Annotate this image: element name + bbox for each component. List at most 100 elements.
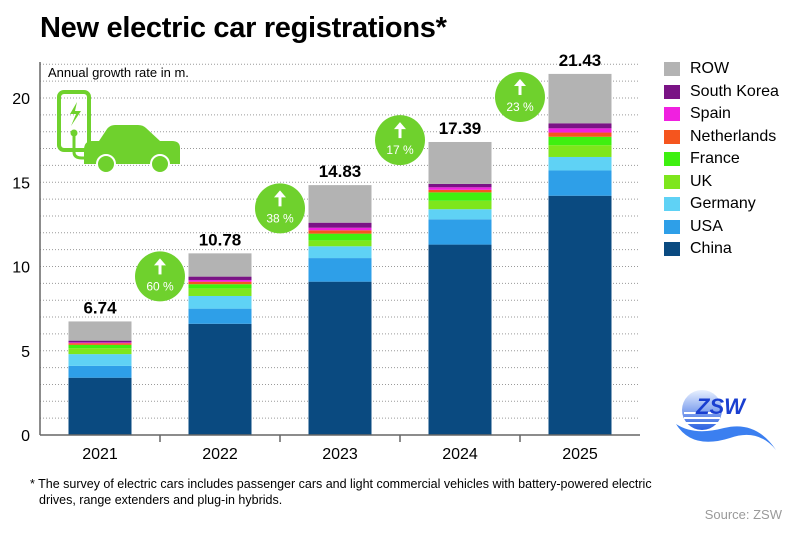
bar-segment-france-2023 — [308, 233, 372, 241]
bar-segment-netherlands-2024 — [428, 189, 492, 193]
legend-swatch — [664, 152, 680, 167]
growth-rate-label: 17 % — [386, 143, 414, 157]
legend-label: Germany — [690, 195, 756, 213]
y-tick-label: 0 — [21, 428, 30, 445]
bar-segment-row-2024 — [428, 141, 492, 184]
growth-badge-circle — [255, 183, 305, 234]
footnote-line-2: drives, range extenders and plug-in hybr… — [39, 493, 283, 507]
bar-segment-uk-2025 — [548, 145, 612, 157]
growth-badge: 38 % — [255, 183, 305, 234]
bar-segment-usa-2021 — [68, 365, 132, 378]
y-tick-label: 5 — [21, 344, 30, 361]
bar-segment-china-2022 — [188, 323, 252, 435]
bars — [68, 73, 612, 435]
bar-segment-uk-2021 — [68, 348, 132, 355]
bar-segment-spain-2021 — [68, 342, 132, 344]
legend-item: Germany — [664, 193, 779, 216]
legend-label: France — [690, 150, 740, 168]
legend-swatch — [664, 62, 680, 77]
bar-segment-spain-2025 — [548, 128, 612, 133]
legend: ROW South Korea Spain Netherlands France UK Ge… — [664, 58, 779, 261]
legend-item: Netherlands — [664, 126, 779, 149]
arrow-up-icon — [394, 122, 406, 139]
legend-label: Spain — [690, 105, 731, 123]
ev-charging-car-icon — [57, 90, 180, 174]
bar-segment-south-korea-2023 — [308, 222, 372, 228]
bar-segment-netherlands-2023 — [308, 230, 372, 234]
bar-total-label: 21.43 — [559, 51, 602, 70]
bar-segment-usa-2023 — [308, 258, 372, 282]
arrow-up-head — [514, 78, 526, 86]
bar-segment-row-2021 — [68, 321, 132, 341]
bar-segment-france-2022 — [188, 284, 252, 289]
legend-label: USA — [690, 217, 723, 235]
x-tick-label: 2023 — [322, 446, 358, 463]
legend-swatch — [664, 129, 680, 144]
y-tick-label: 15 — [12, 175, 30, 192]
x-tick-label: 2024 — [442, 446, 478, 463]
bar-segment-spain-2022 — [188, 279, 252, 282]
growth-badge-circle — [375, 115, 425, 166]
legend-item: South Korea — [664, 81, 779, 104]
bar-segment-uk-2023 — [308, 240, 372, 247]
bar-segment-usa-2024 — [428, 219, 492, 245]
legend-item: ROW — [664, 58, 779, 81]
bar-segment-south-korea-2022 — [188, 276, 252, 280]
growth-rate-label: 60 % — [146, 279, 174, 293]
footnote: * The survey of electric cars includes p… — [30, 476, 730, 508]
arrow-up-head — [154, 258, 166, 266]
stacked-bar-chart: Annual growth rate in m. 0 5 10 15 20 2021 6.7… — [12, 51, 640, 463]
legend-item: Spain — [664, 103, 779, 126]
legend-swatch — [664, 174, 680, 189]
axes — [39, 62, 640, 442]
y-tick-label: 10 — [12, 260, 30, 277]
arrow-up-icon — [514, 78, 526, 95]
growth-badges: 60 % 38 % 17 % 23 % — [135, 71, 545, 302]
bar-segment-france-2021 — [68, 344, 132, 349]
bar-segment-usa-2022 — [188, 308, 252, 324]
legend-label: UK — [690, 172, 713, 190]
labels: 0 5 10 15 20 2021 6.74 2022 10.78 2023 14.83 2024 17… — [12, 51, 601, 463]
y-axis-label: Annual growth rate in m. — [48, 65, 189, 80]
legend-label: China — [690, 240, 732, 258]
zsw-logo: ZSW — [676, 390, 776, 450]
bar-segment-usa-2025 — [548, 170, 612, 196]
legend-swatch — [664, 242, 680, 257]
legend-swatch — [664, 84, 680, 99]
bar-segment-france-2024 — [428, 192, 492, 201]
source-label: Source: ZSW — [704, 507, 782, 522]
bar-segment-row-2022 — [188, 253, 252, 277]
arrow-up-head — [394, 122, 406, 130]
legend-swatch — [664, 219, 680, 234]
bar-segment-south-korea-2021 — [68, 340, 132, 343]
legend-item: China — [664, 238, 779, 261]
legend-swatch — [664, 107, 680, 122]
bar-segment-uk-2024 — [428, 200, 492, 210]
bar-segment-uk-2022 — [188, 288, 252, 296]
bar-segment-germany-2021 — [68, 354, 132, 366]
bar-segment-china-2023 — [308, 281, 372, 435]
growth-rate-label: 23 % — [506, 100, 534, 114]
bar-segment-germany-2024 — [428, 209, 492, 220]
bar-total-label: 6.74 — [83, 298, 117, 317]
growth-badge-circle — [495, 71, 545, 122]
y-tick-label: 20 — [12, 91, 30, 108]
logo-text: ZSW — [695, 394, 747, 419]
legend-item: UK — [664, 171, 779, 194]
arrow-up-head — [274, 190, 286, 198]
bar-segment-south-korea-2025 — [548, 123, 612, 129]
bar-segment-row-2025 — [548, 73, 612, 124]
bar-segment-germany-2022 — [188, 295, 252, 309]
growth-rate-label: 38 % — [266, 211, 294, 225]
growth-badge: 17 % — [375, 115, 425, 166]
chart-title: New electric car registrations* — [40, 12, 447, 44]
legend-label: Netherlands — [690, 127, 777, 145]
bar-segment-germany-2023 — [308, 246, 372, 259]
legend-swatch — [664, 197, 680, 212]
x-tick-label: 2022 — [202, 446, 238, 463]
growth-badge: 60 % — [135, 251, 185, 302]
x-tick-label: 2025 — [562, 446, 598, 463]
bar-segment-china-2024 — [428, 244, 492, 435]
bar-total-label: 17.39 — [439, 119, 482, 138]
bar-segment-netherlands-2021 — [68, 343, 132, 345]
